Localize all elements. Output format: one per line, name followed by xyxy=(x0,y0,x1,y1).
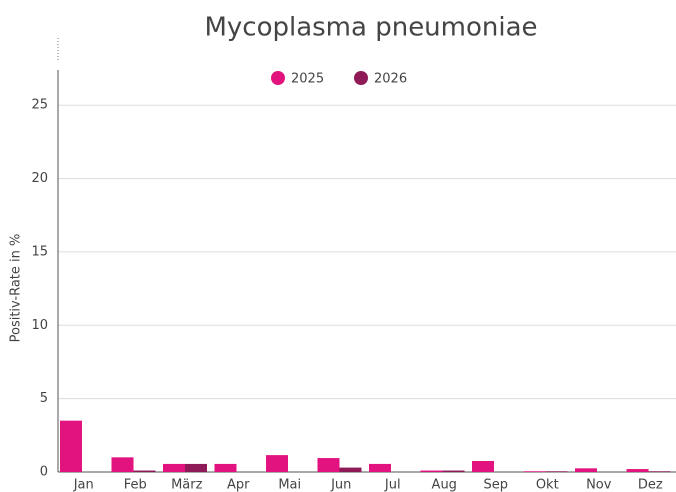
bar xyxy=(111,457,134,472)
y-tick-label: 10 xyxy=(31,318,48,333)
bar xyxy=(133,470,156,472)
x-tick-label: Mai xyxy=(278,478,301,492)
y-tick-label: 5 xyxy=(40,391,48,406)
y-tick-label: 0 xyxy=(40,465,48,480)
bar xyxy=(472,460,494,472)
x-tick-label: Nov xyxy=(586,478,612,492)
x-tick-label: Okt xyxy=(536,478,559,492)
x-tick-label: Feb xyxy=(124,478,147,492)
bar xyxy=(545,471,568,472)
bar xyxy=(648,471,671,472)
bar xyxy=(369,463,391,472)
x-tick-label: Dez xyxy=(638,478,663,492)
bar xyxy=(523,471,546,472)
chart-title: Mycoplasma pneumoniae xyxy=(204,13,537,43)
bar xyxy=(575,468,597,472)
y-tick-label: 25 xyxy=(31,98,48,113)
legend-marker xyxy=(271,71,285,85)
bar xyxy=(442,470,465,472)
bar xyxy=(339,467,362,472)
legend-marker xyxy=(354,71,368,85)
bar xyxy=(214,463,237,472)
y-tick-label: 20 xyxy=(31,171,48,186)
bar xyxy=(420,470,443,472)
bar xyxy=(317,458,340,472)
legend-label: 2026 xyxy=(374,72,407,87)
x-tick-label: März xyxy=(171,478,203,492)
bar xyxy=(60,420,82,472)
bar xyxy=(626,469,649,472)
x-tick-label: Jan xyxy=(73,478,94,492)
bar xyxy=(163,463,185,472)
x-tick-label: Jul xyxy=(384,478,401,492)
x-tick-label: Jun xyxy=(330,478,351,492)
y-axis-label: Positiv-Rate in % xyxy=(9,234,24,343)
legend-label: 2025 xyxy=(291,72,324,87)
x-tick-label: Aug xyxy=(432,478,457,492)
bar xyxy=(185,463,207,472)
y-tick-label: 15 xyxy=(31,244,48,259)
x-tick-label: Sep xyxy=(483,478,508,492)
bar xyxy=(266,455,288,472)
x-tick-label: Apr xyxy=(227,478,250,492)
